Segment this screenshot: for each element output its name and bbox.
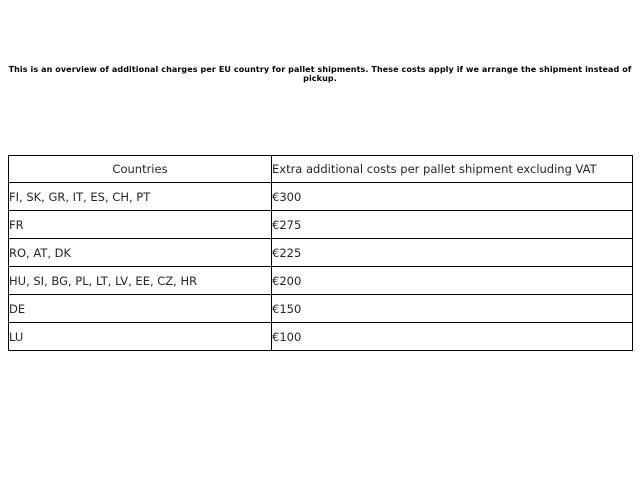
table-row: RO, AT, DK €225 <box>8 238 633 267</box>
table-row: FI, SK, GR, IT, ES, CH, PT €300 <box>8 182 633 211</box>
countries-cell: FR <box>8 210 272 239</box>
table-row: LU €100 <box>8 322 633 351</box>
table-row: HU, SI, BG, PL, LT, LV, EE, CZ, HR €200 <box>8 266 633 295</box>
cost-cell: €200 <box>271 266 633 295</box>
countries-cell: FI, SK, GR, IT, ES, CH, PT <box>8 182 272 211</box>
cost-cell: €225 <box>271 238 633 267</box>
countries-cell: DE <box>8 294 272 323</box>
countries-cell: HU, SI, BG, PL, LT, LV, EE, CZ, HR <box>8 266 272 295</box>
table-row: DE €150 <box>8 294 633 323</box>
costs-column-header: Extra additional costs per pallet shipme… <box>271 155 633 183</box>
page-caption: This is an overview of additional charge… <box>8 65 632 83</box>
table-body: FI, SK, GR, IT, ES, CH, PT €300 FR €275 RO, … <box>8 182 633 351</box>
countries-cell: RO, AT, DK <box>8 238 272 267</box>
charges-table: Countries Extra additional costs per pal… <box>8 155 633 351</box>
table-header-row: Countries Extra additional costs per pal… <box>8 155 633 183</box>
table-row: FR €275 <box>8 210 633 239</box>
countries-column-header: Countries <box>8 155 272 183</box>
cost-cell: €275 <box>271 210 633 239</box>
countries-cell: LU <box>8 322 272 351</box>
cost-cell: €150 <box>271 294 633 323</box>
cost-cell: €100 <box>271 322 633 351</box>
cost-cell: €300 <box>271 182 633 211</box>
